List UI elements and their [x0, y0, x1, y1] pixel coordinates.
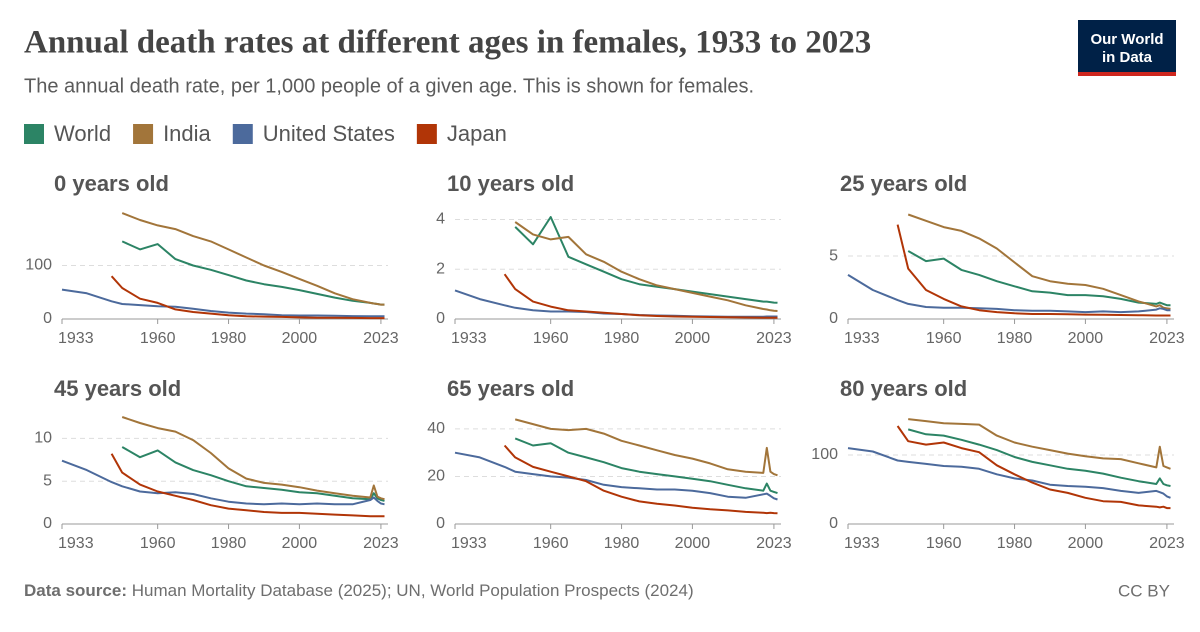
x-tick-label: 1933	[844, 535, 880, 552]
legend-swatch	[133, 124, 154, 144]
x-tick-label: 1960	[533, 330, 569, 347]
x-tick-label: 2023	[363, 330, 399, 347]
y-tick-label: 10	[34, 430, 52, 447]
series-line	[110, 275, 385, 320]
series-line	[121, 416, 385, 501]
series-line	[907, 428, 1171, 487]
source: Data source: Human Mortality Database (2…	[24, 581, 694, 600]
logo-text: Our World	[1090, 31, 1163, 48]
x-tick-label: 2023	[363, 535, 399, 552]
x-tick-label: 1980	[997, 535, 1033, 552]
series-line	[907, 250, 1171, 307]
x-tick-label: 2023	[756, 330, 792, 347]
x-tick-label: 2000	[675, 330, 711, 347]
x-tick-label: 1933	[58, 330, 94, 347]
y-tick-label: 0	[829, 310, 838, 327]
legend-label: World	[54, 121, 111, 146]
x-tick-label: 2000	[1068, 535, 1104, 552]
y-tick-label: 100	[811, 446, 838, 463]
legend-label: India	[163, 121, 211, 146]
x-tick-label: 2000	[282, 330, 318, 347]
x-tick-label: 1960	[140, 535, 176, 552]
panel-title: 25 years old	[840, 171, 967, 196]
series-line	[907, 213, 1171, 310]
panel: 10 years old 0 2 4 1933 1960 1980 2000 2023	[436, 171, 792, 347]
title: Annual death rates at different ages in …	[24, 25, 871, 61]
series-line	[847, 274, 1171, 314]
y-tick-label: 5	[43, 472, 52, 489]
series-line	[61, 459, 385, 506]
legend-label: Japan	[447, 121, 507, 146]
series-line	[514, 437, 778, 495]
panel: 65 years old 0 20 40 1933 1960 1980 2000 2023	[427, 376, 792, 552]
x-tick-label: 1933	[844, 330, 880, 347]
series-line	[503, 273, 778, 319]
x-tick-label: 2000	[282, 535, 318, 552]
x-tick-label: 1960	[140, 330, 176, 347]
legend-label: United States	[263, 121, 395, 146]
x-tick-label: 1933	[451, 330, 487, 347]
x-tick-label: 1960	[926, 330, 962, 347]
y-tick-label: 0	[436, 310, 445, 327]
panel-title: 45 years old	[54, 376, 181, 401]
y-tick-label: 20	[427, 468, 445, 485]
series-line	[514, 418, 778, 477]
license: CC BY	[1118, 581, 1170, 600]
panel: 25 years old 0 5 1933 1960 1980 2000 2023	[829, 171, 1185, 347]
logo-bar	[1078, 72, 1176, 76]
x-tick-label: 1980	[211, 535, 247, 552]
series-line	[847, 447, 1171, 499]
y-tick-label: 40	[427, 420, 445, 437]
x-tick-label: 1980	[211, 330, 247, 347]
y-tick-label: 5	[829, 247, 838, 264]
panel-title: 0 years old	[54, 171, 169, 196]
series-line	[896, 425, 1171, 510]
panel: 80 years old 0 100 1933 1960 1980 2000 2023	[811, 376, 1185, 552]
legend-swatch	[24, 124, 44, 144]
x-tick-label: 1933	[58, 535, 94, 552]
x-tick-label: 1960	[533, 535, 569, 552]
y-tick-label: 0	[436, 515, 445, 532]
x-tick-label: 1980	[604, 535, 640, 552]
series-line	[61, 288, 385, 318]
logo-box	[1078, 20, 1176, 74]
y-tick-label: 4	[436, 211, 445, 228]
series-line	[503, 444, 778, 515]
x-tick-label: 2023	[756, 535, 792, 552]
y-tick-label: 100	[25, 257, 52, 274]
panel-title: 65 years old	[447, 376, 574, 401]
y-tick-label: 0	[43, 310, 52, 327]
logo-text: in Data	[1102, 49, 1153, 66]
x-tick-label: 1960	[926, 535, 962, 552]
x-tick-label: 2000	[1068, 330, 1104, 347]
y-tick-label: 2	[436, 260, 445, 277]
panel-title: 10 years old	[447, 171, 574, 196]
x-tick-label: 2023	[1149, 535, 1185, 552]
panel-title: 80 years old	[840, 376, 967, 401]
x-tick-label: 1980	[604, 330, 640, 347]
legend-swatch	[232, 124, 253, 144]
y-tick-label: 0	[829, 515, 838, 532]
series-line	[514, 221, 778, 312]
x-tick-label: 1933	[451, 535, 487, 552]
source-label: Data source:	[24, 581, 127, 600]
legend-swatch	[416, 124, 437, 144]
series-line	[896, 224, 1171, 317]
x-tick-label: 1980	[997, 330, 1033, 347]
legend: World India United States Japan	[24, 121, 507, 146]
y-tick-label: 0	[43, 515, 52, 532]
series-line	[121, 212, 385, 306]
series-line	[908, 418, 1171, 470]
series-line	[454, 451, 778, 501]
subtitle: The annual death rate, per 1,000 people …	[24, 75, 754, 97]
source-text: Human Mortality Database (2025); UN, Wor…	[132, 581, 694, 600]
series-line	[121, 446, 385, 502]
panel: 45 years old 0 5 10 1933 1960 1980 2000 2023	[34, 376, 399, 552]
logo: Our World in Data	[1078, 20, 1176, 76]
x-tick-label: 2000	[675, 535, 711, 552]
series-line	[110, 453, 385, 518]
x-tick-label: 2023	[1149, 330, 1185, 347]
panel: 0 years old 0 100 1933 1960 1980 2000 2023	[25, 171, 399, 347]
